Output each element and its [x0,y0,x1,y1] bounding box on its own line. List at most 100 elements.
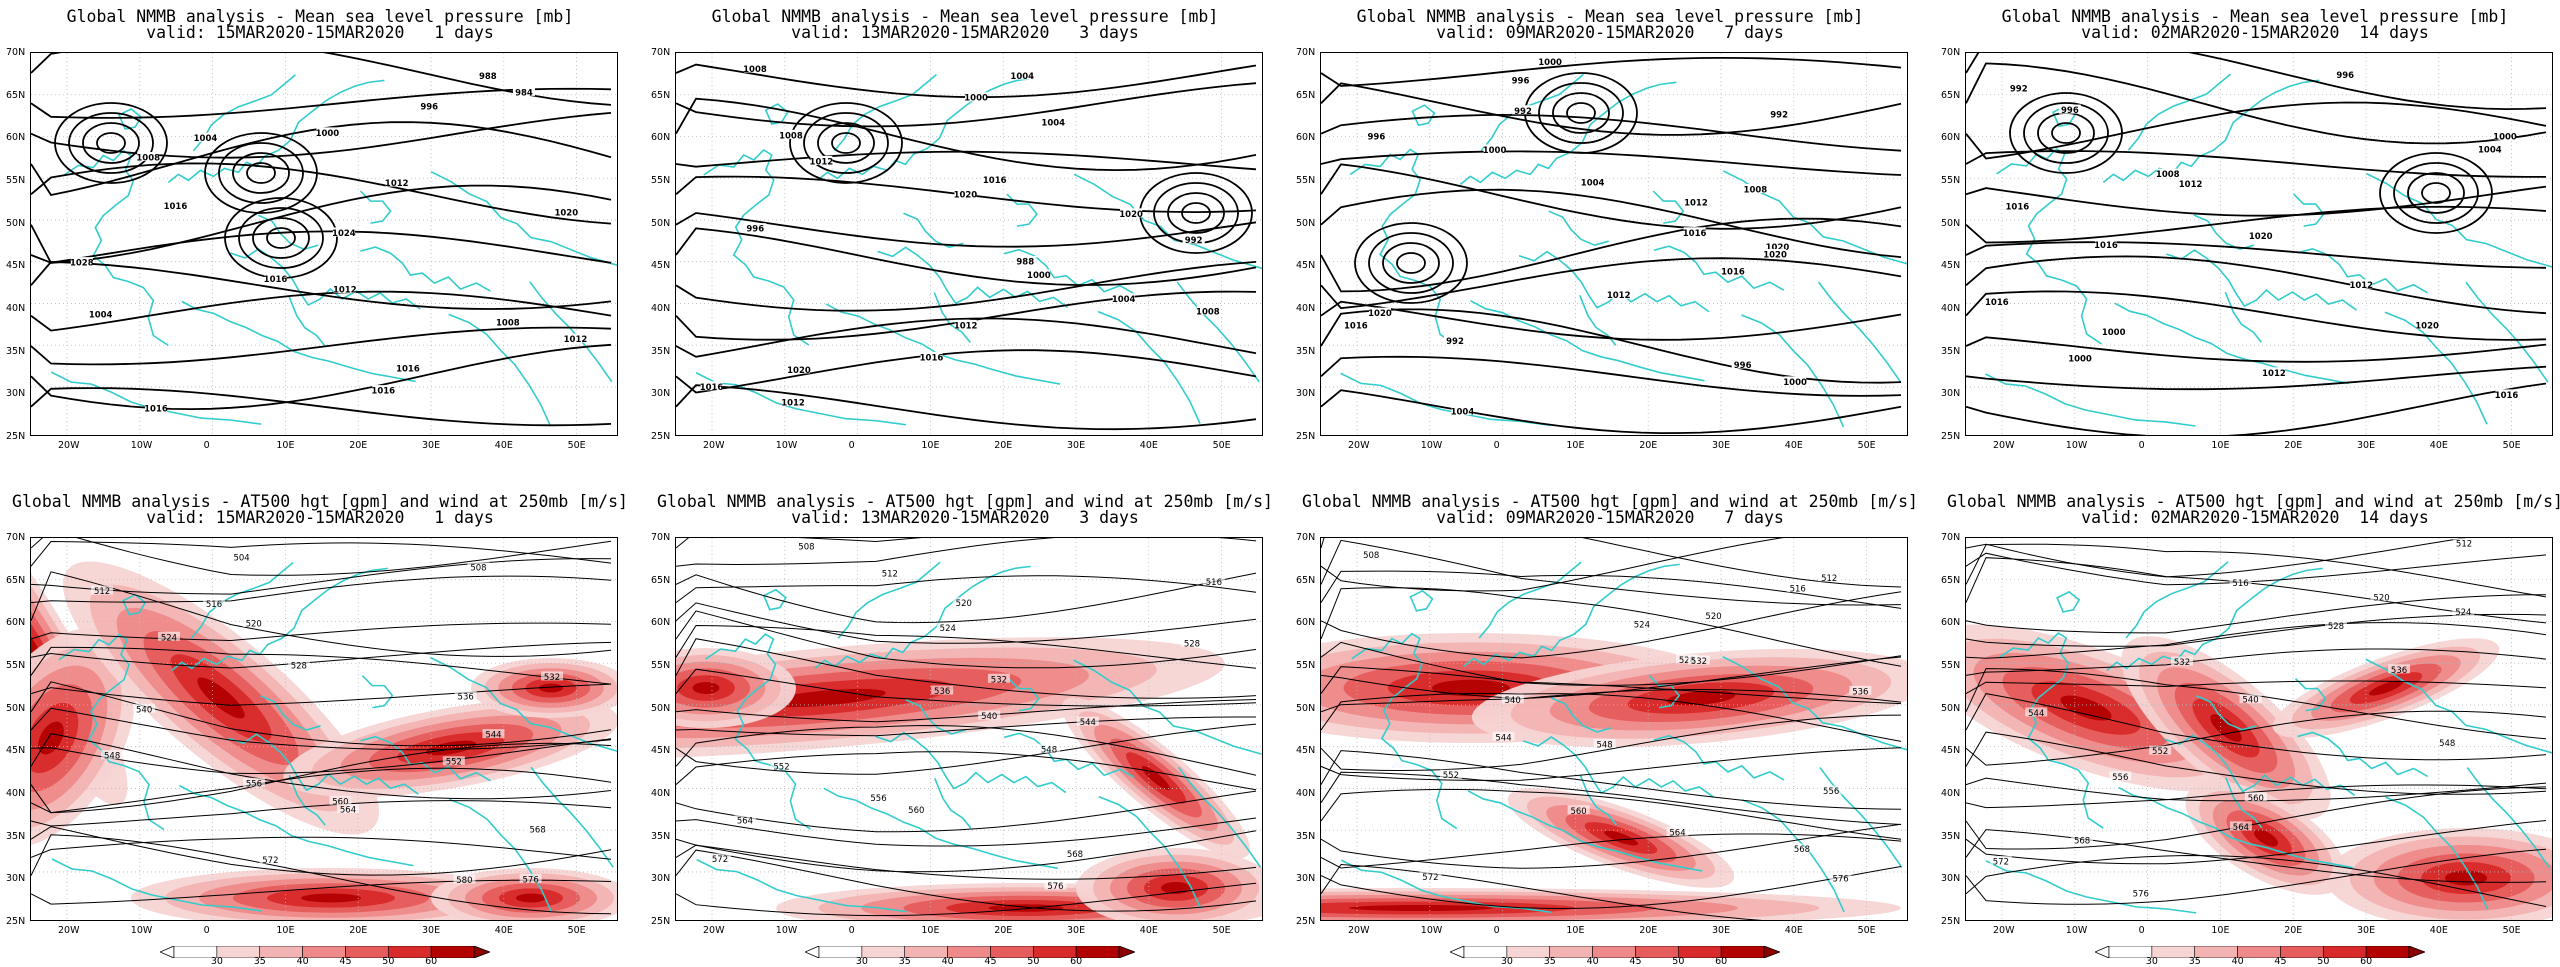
coastlines [51,561,617,912]
coastline [190,561,294,640]
contour-label: 992 [2010,84,2028,94]
colorbar-label: 50 [382,956,395,967]
latitude-label: 55N [1941,175,1961,186]
contour-label: 564 [2233,823,2249,833]
contour-label-bg [1076,716,1099,726]
colorbar-label: 35 [253,956,266,967]
map-area: 512 516 520 524 528 532 536 540 544 548 552 556 560 5… [1965,537,2553,921]
contour-label: 992 [1185,236,1203,246]
contour-label: 544 [1080,718,1096,728]
latitude-label: 55N [6,660,26,671]
isobar [1321,389,1902,435]
contour-label-bg [709,853,732,863]
latitude-label: 40N [1941,788,1961,799]
contour-label: 1000 [1783,378,1807,388]
contour-label: 1020 [954,190,978,200]
contour-label-bg [983,174,1006,184]
contour-label: 528 [2328,622,2344,632]
contour-label: 996 [2061,106,2079,116]
latitude-label: 40N [651,788,671,799]
colorbar-lower-arrow [1448,945,1465,959]
colorbar-label: 45 [1629,956,1642,967]
contour-label: 996 [1734,361,1752,371]
closed-isobar [2051,122,2081,144]
coastline [1819,766,1903,868]
contour-label: 1012 [781,398,805,408]
longitude-label: 10W [2065,440,2088,451]
colorbar-segment [2365,945,2410,959]
latitude-label: 65N [1941,89,1961,101]
coastline [448,798,552,912]
colorbar-label: 35 [898,956,911,967]
isobar [676,150,1257,171]
contour-label-bg [203,598,226,608]
contour-label: 532 [1691,657,1707,667]
isobar [1966,382,2547,435]
contour-label-bg [332,227,355,237]
wind-speed-band [2369,680,2403,696]
height-contour [1966,786,2547,850]
height-contour [1321,538,1902,588]
height-contour [31,681,612,747]
isobar [676,261,1257,312]
height-contours [1321,538,1902,920]
height-contour [676,830,1257,873]
contour-label-bg [519,873,542,883]
closed-isobar [218,142,304,204]
longitude-label: 20E [994,925,1013,936]
colorbar-label: 45 [339,956,352,967]
longitude-label: 30E [2357,440,2376,451]
isobar [1321,113,1902,152]
contour-label-bg [954,319,977,329]
contour-label: 1016 [164,202,188,212]
coastline [1467,790,1703,872]
contour-label: 540 [981,712,997,722]
contour-label: 1000 [2493,132,2517,142]
latitude-label: 30N [1941,388,1961,400]
latitude-label: 35N [6,830,26,842]
contour-label: 548 [1596,741,1612,751]
coastline [1463,563,1680,668]
mslp-panel: Global NMMB analysis - Mean sea level pr… [0,0,640,480]
contour-label: 576 [523,875,539,885]
height-contour [31,538,612,576]
height-contour [1321,863,1763,920]
closed-isobar [2407,172,2465,214]
coastline [122,593,147,616]
coastline [1550,697,1612,733]
contour-label-bg [1501,694,1524,704]
contour-label-bg [541,671,564,681]
longitude-label: 10W [775,925,798,936]
latitude-label: 65N [1296,89,1316,101]
height-contour [31,571,612,657]
latitude-label: 25N [1296,916,1316,927]
coastline [2466,767,2550,869]
contour-label: 576 [2133,889,2149,899]
contour-label: 1008 [136,154,160,164]
isobar [1321,150,1902,176]
latitude-label: 50N [1296,217,1316,229]
contour-label: 524 [940,624,956,634]
map-area: 1008 1004 1000 1004 1008 1012 1016 1020 1020 996 9… [675,52,1263,436]
contour-label: 1016 [2495,391,2519,401]
height-contour [676,844,1257,880]
contour-label-bg [2102,326,2125,336]
coastline [2294,678,2327,712]
coastline [181,300,416,383]
colorbar-bar [1448,945,1782,959]
latitude-label: 30N [6,388,26,400]
contour-label: 568 [530,825,546,835]
contour-label: 1012 [333,285,357,295]
contour-label-bg [372,385,395,395]
latitude-label: 60N [651,132,671,144]
contour-label: 1000 [2068,355,2092,365]
wind-speed-band [301,893,361,903]
contour-label-bg [2069,353,2092,363]
coastline [703,148,810,346]
contour-label-bg [2244,792,2267,802]
contour-label: 548 [2439,739,2455,749]
height-contour [1321,714,1902,772]
contour-label: 576 [1832,875,1848,885]
contour-label-bg [144,402,167,412]
contour-label-bg [787,364,810,374]
